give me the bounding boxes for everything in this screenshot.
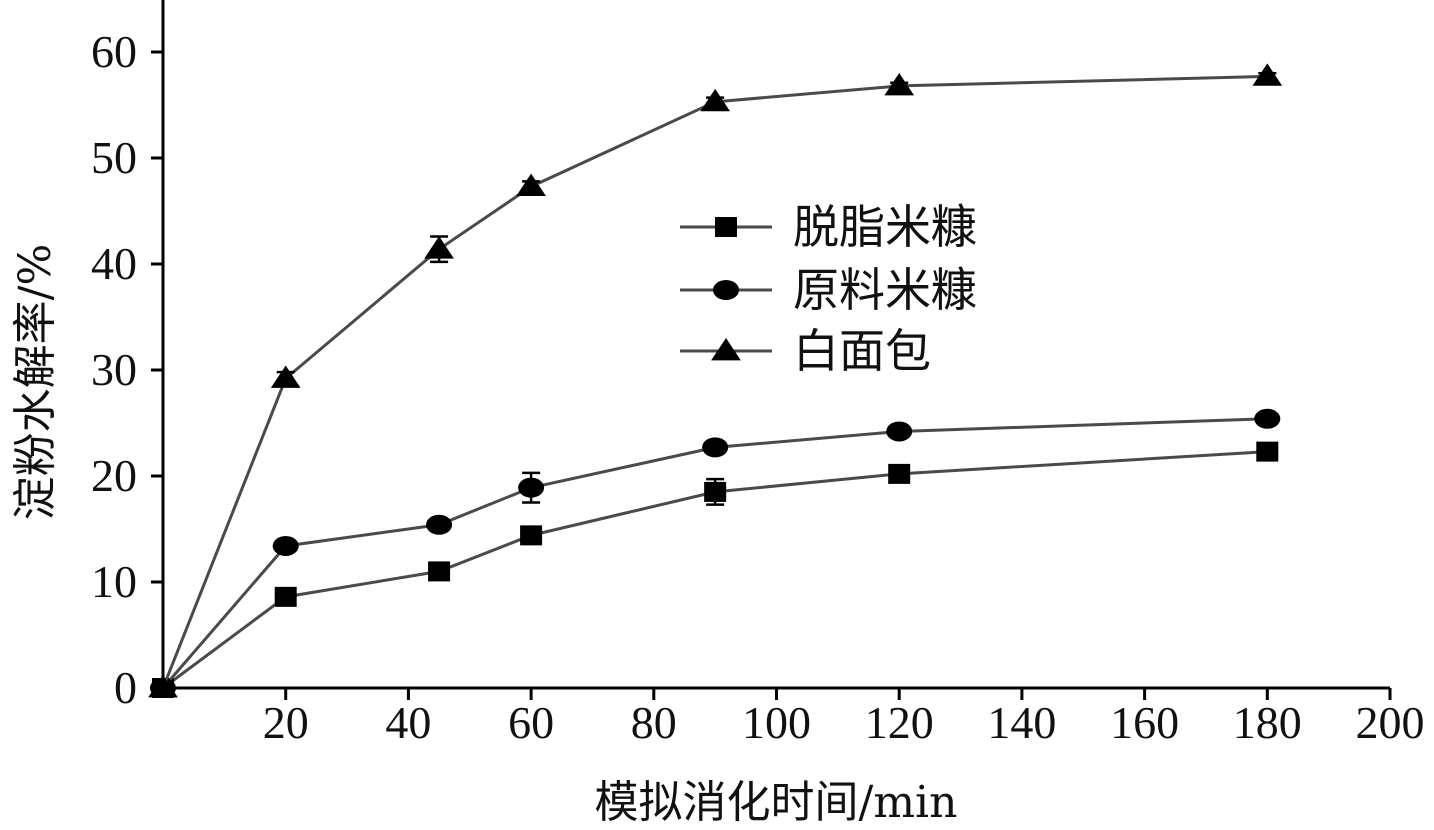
- data-point: [886, 421, 913, 442]
- x-tick-label: 20: [263, 697, 309, 748]
- y-axis-title: 淀粉水解率/%: [10, 244, 61, 521]
- data-point: [884, 72, 915, 96]
- ticks: 20 40 60 80 100 120 140 160 180 200 0 10 20 30 40 50 60: [91, 26, 1425, 748]
- data-point: [428, 561, 451, 582]
- series-triangle: [148, 63, 1283, 698]
- data-point: [270, 365, 301, 388]
- x-axis-title: 模拟消化时间/min: [595, 777, 958, 828]
- data-point: [1252, 63, 1283, 86]
- y-tick-label: 40: [91, 238, 137, 289]
- series-group: [148, 63, 1283, 698]
- series-line: [161, 74, 1268, 689]
- legend-marker: [715, 217, 737, 237]
- data-point: [272, 535, 299, 556]
- data-point: [424, 236, 454, 259]
- y-tick-label: 60: [91, 26, 137, 77]
- legend-label: 原料米糠: [793, 263, 977, 317]
- data-point: [888, 463, 911, 484]
- x-tick-label: 200: [1356, 697, 1425, 748]
- data-point: [274, 586, 297, 607]
- legend-marker: [713, 280, 739, 300]
- data-point: [1256, 441, 1279, 462]
- x-tick-label: 60: [508, 697, 554, 748]
- legend-label: 白面包: [793, 324, 931, 378]
- x-tick-label: 140: [987, 697, 1056, 748]
- y-tick-label: 50: [91, 132, 137, 183]
- x-tick-label: 100: [742, 697, 811, 748]
- data-point: [700, 88, 730, 112]
- data-point: [148, 675, 178, 698]
- data-point: [520, 525, 543, 546]
- y-tick-label: 10: [91, 556, 137, 607]
- data-point: [518, 477, 545, 498]
- y-tick-label: 30: [91, 344, 137, 395]
- legend-marker: [711, 338, 741, 361]
- y-tick-label: 0: [114, 662, 137, 713]
- series-square: [152, 441, 1279, 698]
- x-tick-label: 40: [385, 697, 431, 748]
- series-line: [161, 417, 1268, 689]
- series-circle: [150, 408, 1281, 698]
- data-point: [704, 481, 727, 502]
- x-tick-label: 80: [631, 697, 677, 748]
- data-point: [426, 514, 453, 535]
- legend-label: 脱脂米糠: [793, 200, 977, 254]
- x-tick-label: 160: [1110, 697, 1179, 748]
- data-point: [1254, 408, 1281, 429]
- x-tick-label: 120: [865, 697, 934, 748]
- y-tick-label: 20: [91, 450, 137, 501]
- data-point: [516, 173, 546, 197]
- data-point: [702, 437, 729, 458]
- x-tick-label: 180: [1233, 697, 1302, 748]
